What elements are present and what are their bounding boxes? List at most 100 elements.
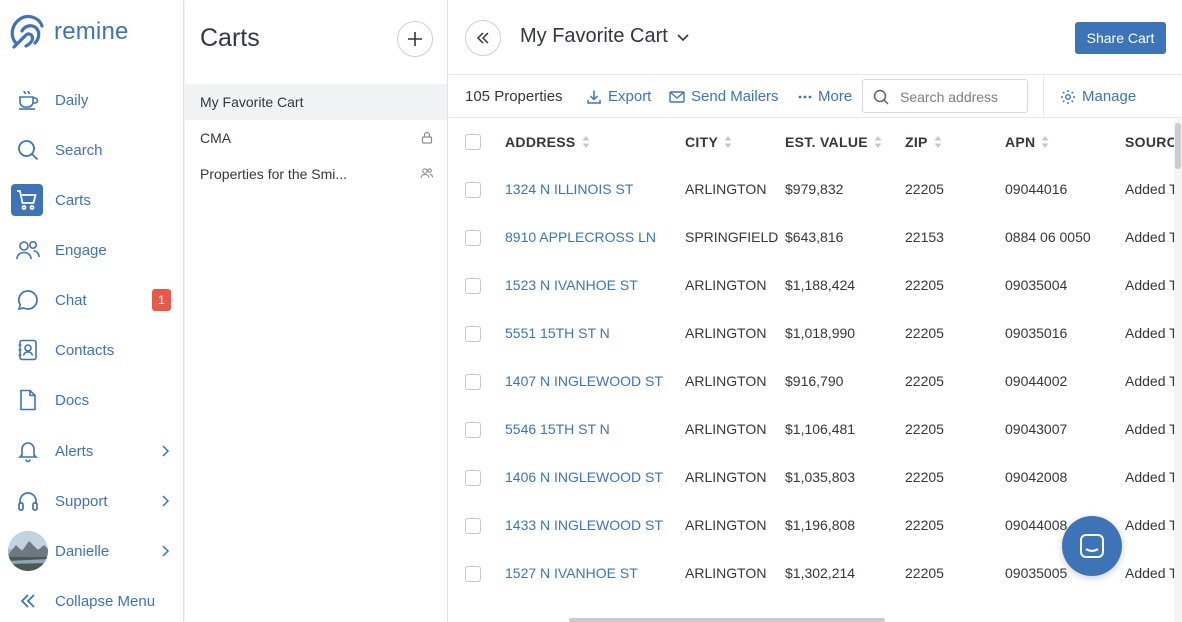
row-checkbox[interactable] [465,374,481,390]
table-header: ADDRESS CITY EST. VALUE ZIP APN SOURCE [449,119,1174,165]
row-checkbox[interactable] [465,422,481,438]
brand-logo[interactable]: remine [8,10,129,54]
column-header-address[interactable]: ADDRESS [505,134,590,150]
row-checkbox[interactable] [465,470,481,486]
city-cell: ARLINGTON [685,373,767,389]
nav-item-alerts[interactable]: Alerts [0,431,184,471]
cart-item-my-favorite-cart[interactable]: My Favorite Cart [185,84,447,120]
row-checkbox[interactable] [465,230,481,246]
table-row[interactable]: 5551 15TH ST N ARLINGTON $1,018,990 2220… [449,310,1174,358]
row-checkbox[interactable] [465,182,481,198]
collapse-menu-label: Collapse Menu [55,592,156,610]
source-cell: Added T [1125,373,1174,389]
column-label: APN [1005,134,1036,150]
chevron-down-icon [677,33,689,41]
column-header-apn[interactable]: APN [1005,134,1049,150]
search-icon [15,137,41,163]
value-cell: $1,106,481 [785,421,856,437]
address-link[interactable]: 1406 N INGLEWOOD ST [505,469,663,485]
table-row[interactable]: 1433 N INGLEWOOD ST ARLINGTON $1,196,808… [449,502,1174,550]
coffee-cup-icon [15,87,41,113]
column-header-city[interactable]: CITY [685,134,732,150]
column-label: ADDRESS [505,134,576,150]
row-checkbox[interactable] [465,566,481,582]
value-cell: $643,816 [785,229,844,245]
horizontal-scrollbar-thumb[interactable] [569,618,885,622]
table-row[interactable]: 8910 APPLECROSS LN SPRINGFIELD $643,816 … [449,214,1174,262]
row-checkbox[interactable] [465,518,481,534]
source-cell: Added T [1125,229,1174,245]
plus-icon [408,32,422,46]
nav-item-chat[interactable]: Chat 1 [0,280,184,320]
lock-icon [421,131,433,144]
cart-item-label: Properties for the Smi... [200,166,348,182]
zip-cell: 22205 [905,469,944,485]
value-cell: $1,196,808 [785,517,856,533]
add-cart-button[interactable] [397,21,433,57]
export-button[interactable]: Export [586,88,651,105]
address-link[interactable]: 1527 N IVANHOE ST [505,565,638,581]
vertical-scrollbar[interactable] [1174,119,1182,622]
property-count: 105 Properties [465,88,563,105]
address-link[interactable]: 1523 N IVANHOE ST [505,277,638,293]
vertical-scrollbar-thumb[interactable] [1175,123,1181,169]
address-search[interactable] [862,79,1028,113]
nav-item-carts[interactable]: Carts [0,180,184,220]
cart-item-cma[interactable]: CMA [185,120,447,156]
chat-launcher-button[interactable] [1062,516,1122,576]
cart-icon [11,184,43,216]
chevron-right-icon [162,495,170,507]
table-row[interactable]: 1527 N IVANHOE ST ARLINGTON $1,302,214 2… [449,550,1174,598]
column-header-source[interactable]: SOURCE [1125,134,1174,150]
contact-book-icon [15,337,41,363]
address-link[interactable]: 1324 N ILLINOIS ST [505,181,634,197]
row-checkbox[interactable] [465,278,481,294]
cart-title-dropdown[interactable]: My Favorite Cart [520,25,690,48]
table-row[interactable]: 1406 N INGLEWOOD ST ARLINGTON $1,035,803… [449,454,1174,502]
table-row[interactable]: 1523 N IVANHOE ST ARLINGTON $1,188,424 2… [449,262,1174,310]
search-input[interactable] [900,87,1022,107]
column-header-zip[interactable]: ZIP [905,134,942,150]
table-row[interactable]: 5546 15TH ST N ARLINGTON $1,106,481 2220… [449,406,1174,454]
table-row[interactable]: 1407 N INGLEWOOD ST ARLINGTON $916,790 2… [449,358,1174,406]
column-header-est-value[interactable]: EST. VALUE [785,134,882,150]
value-cell: $1,018,990 [785,325,856,341]
address-link[interactable]: 8910 APPLECROSS LN [505,229,656,245]
address-link[interactable]: 5551 15TH ST N [505,325,610,341]
sort-icon [934,136,942,148]
cart-item-properties-for-the-smi[interactable]: Properties for the Smi... [185,156,447,192]
select-all-checkbox[interactable] [465,134,481,150]
manage-button[interactable]: Manage [1060,88,1136,105]
address-link[interactable]: 1433 N INGLEWOOD ST [505,517,663,533]
address-link[interactable]: 1407 N INGLEWOOD ST [505,373,663,389]
nav-item-support[interactable]: Support [0,481,184,521]
nav-label: Search [55,141,103,159]
send-mailers-button[interactable]: Send Mailers [669,88,779,105]
sort-icon [874,136,882,148]
nav-item-daily[interactable]: Daily [0,80,184,120]
cart-title: My Favorite Cart [520,25,668,47]
cart-detail: My Favorite Cart Share Cart 105 Properti… [449,0,1182,622]
row-checkbox[interactable] [465,326,481,342]
collapse-menu-button[interactable]: Collapse Menu [0,581,184,621]
more-button[interactable]: More [798,88,852,105]
nav-label: Contacts [55,341,115,359]
share-cart-button[interactable]: Share Cart [1075,22,1166,54]
nav-item-docs[interactable]: Docs [0,380,184,420]
chevron-right-icon [162,545,170,557]
city-cell: SPRINGFIELD [685,229,779,245]
table-row[interactable]: 1324 N ILLINOIS ST ARLINGTON $979,832 22… [449,166,1174,214]
avatar [8,531,48,571]
city-cell: ARLINGTON [685,421,767,437]
collapse-panel-button[interactable] [465,20,501,56]
nav-item-search[interactable]: Search [0,130,184,170]
zip-cell: 22205 [905,181,944,197]
apn-cell: 09042008 [1005,469,1068,485]
address-link[interactable]: 5546 15TH ST N [505,421,610,437]
nav-item-profile[interactable]: Danielle [0,531,184,571]
nav-label: Carts [55,191,91,209]
source-cell: Added T [1125,469,1174,485]
nav-item-contacts[interactable]: Contacts [0,330,184,370]
double-chevron-left-icon [476,32,489,44]
nav-item-engage[interactable]: Engage [0,230,184,270]
